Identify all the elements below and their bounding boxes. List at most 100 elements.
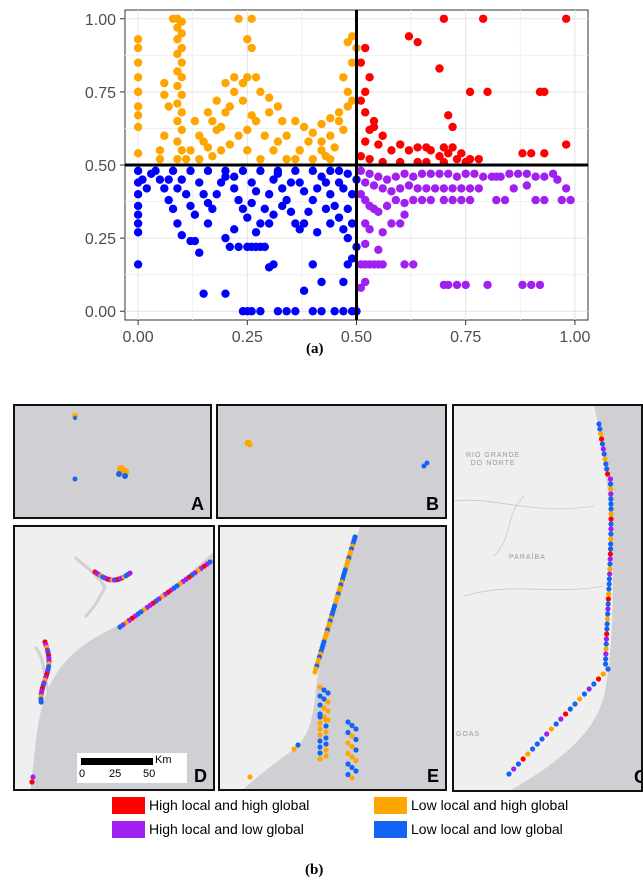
marker [603, 641, 609, 647]
panel-letter-a: A [191, 494, 204, 514]
scatter-point [133, 102, 143, 111]
marker [606, 576, 612, 582]
scatter-point [155, 175, 165, 184]
scatter-point [186, 166, 195, 176]
scatter-point [133, 190, 143, 199]
scatter-point [256, 166, 265, 176]
legend-label: High local and high global [149, 797, 310, 813]
scatter-point [522, 169, 532, 178]
scatter-point [234, 195, 243, 205]
scatter-point [413, 37, 422, 47]
marker [605, 596, 612, 602]
scatter-point [243, 35, 252, 44]
marker [601, 451, 607, 457]
scatter-point [286, 178, 296, 187]
marker [608, 491, 614, 497]
scatter-point [243, 146, 252, 155]
marker [608, 486, 614, 492]
scale-bar-unit: Km [155, 754, 172, 766]
scatter-point [247, 111, 256, 120]
scatter-point [234, 131, 243, 140]
marker [353, 768, 359, 774]
marker [608, 506, 614, 512]
marker [349, 775, 355, 781]
scatter-point [282, 154, 291, 164]
scatter-point [304, 207, 313, 216]
scatter-point [133, 201, 143, 211]
scatter-point [400, 198, 409, 208]
marker [323, 729, 329, 735]
scatter-point [269, 146, 278, 155]
scatter-point [195, 131, 204, 140]
scatter-point [457, 184, 466, 193]
scatter-point [374, 245, 383, 255]
scatter-point [133, 260, 143, 269]
scatter-point [177, 146, 186, 155]
scatter-point [548, 169, 558, 178]
scatter-point [448, 195, 457, 205]
scatter-point [347, 219, 357, 228]
scatter-point [474, 184, 484, 193]
marker [586, 686, 592, 692]
scatter-point [278, 116, 287, 126]
scatter-point [330, 143, 339, 152]
scatter-point [378, 228, 387, 237]
scatter-point [409, 172, 418, 181]
marker [529, 746, 536, 752]
marker [345, 729, 351, 736]
scatter-point [435, 64, 444, 73]
marker [605, 601, 611, 607]
marker [553, 721, 559, 727]
marker [247, 442, 253, 448]
scatter-point [369, 122, 379, 132]
scatter-point [444, 111, 453, 120]
scatter-point [212, 96, 221, 105]
scatter-point [195, 248, 204, 257]
caption-a: (a) [306, 341, 324, 357]
scatter-point [343, 233, 352, 243]
scatter-point [177, 90, 186, 100]
scatter-point [221, 172, 230, 181]
scatter-point [247, 178, 256, 187]
marker [604, 621, 610, 627]
scatter-point [291, 166, 300, 176]
marker [606, 591, 612, 597]
legend-item: Low local and high global [374, 795, 568, 815]
scatter-point [177, 43, 186, 53]
scatter-point [347, 254, 357, 263]
marker [317, 750, 323, 756]
scatter-point [173, 154, 182, 164]
scatter-point [540, 172, 549, 181]
scale-bar-tick: 50 [143, 768, 156, 780]
scatter-point [361, 195, 370, 205]
marker [597, 426, 603, 432]
marker [544, 731, 550, 737]
scatter-point [483, 87, 492, 97]
marker [317, 693, 323, 699]
map-e-terrain [220, 527, 360, 789]
scatter-point [138, 175, 147, 184]
coast-markers [247, 534, 359, 781]
panel-letter-d: D [194, 766, 207, 786]
scatter-point [133, 122, 143, 132]
land-area [220, 527, 360, 789]
scatter-point [308, 195, 318, 205]
marker [312, 669, 318, 675]
marker [607, 556, 613, 562]
scatter-point [334, 213, 344, 222]
marker [317, 726, 323, 732]
scatter-point [448, 122, 457, 132]
scatter-point [317, 307, 326, 316]
marker [323, 741, 329, 747]
scatter-point [181, 154, 191, 164]
scatter-point [238, 96, 248, 105]
scatter-point [339, 307, 348, 316]
marker [604, 631, 610, 637]
scatter-point [513, 169, 523, 178]
scatter-point [160, 78, 169, 88]
scatter-point [312, 228, 322, 237]
scatter-point [317, 172, 326, 181]
marker [353, 726, 359, 732]
scatter-point [308, 128, 318, 138]
marker [605, 666, 611, 672]
